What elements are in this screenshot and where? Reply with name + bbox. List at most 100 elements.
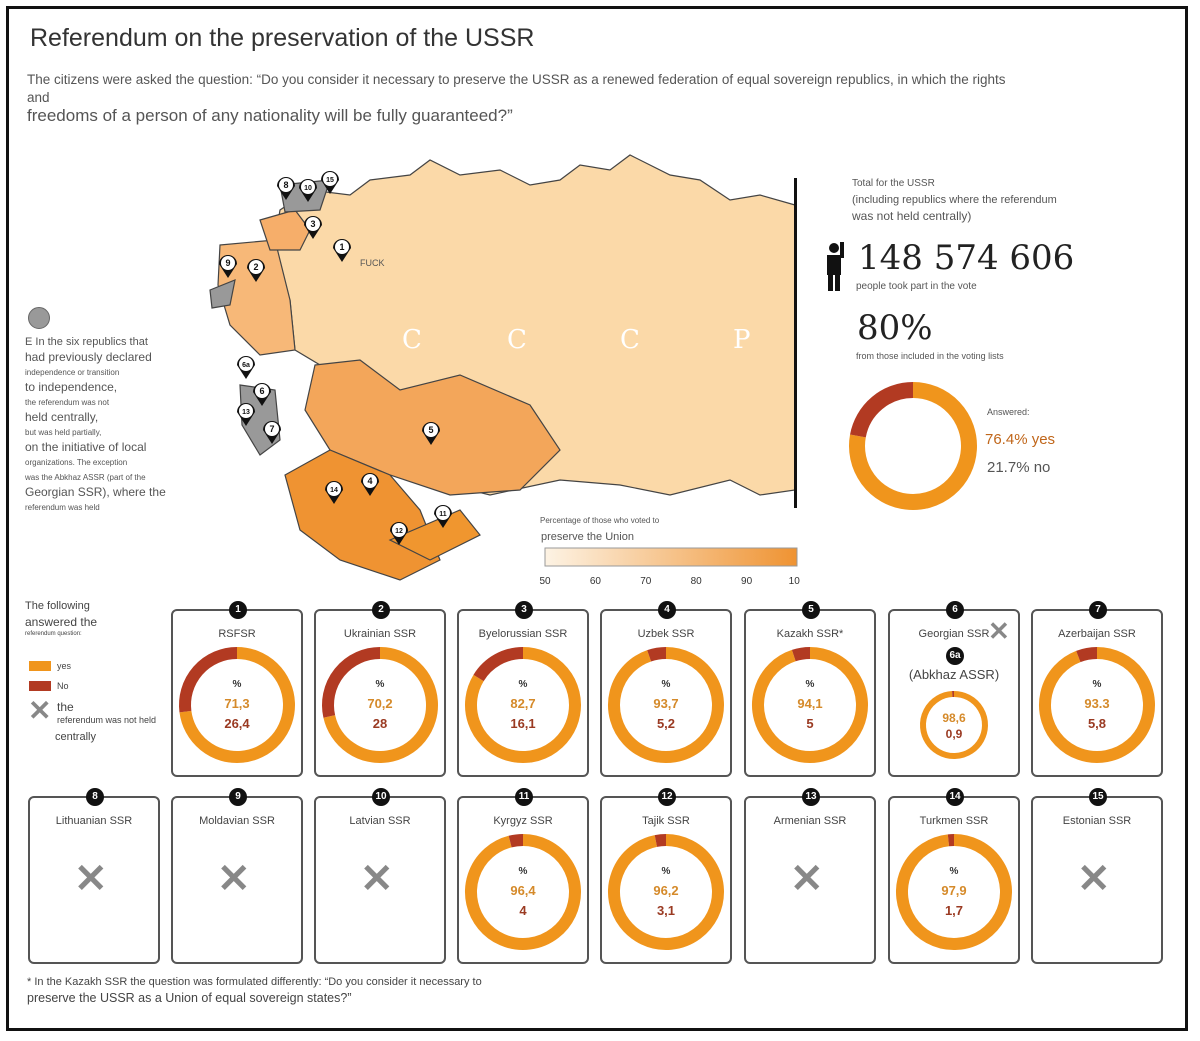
scale-tick-label: 80 — [691, 576, 703, 587]
scale-tick-label: 90 — [741, 576, 753, 587]
republic-donut: % 97,9 1,7 — [896, 834, 1012, 950]
republic-number-badge: 10 — [372, 788, 390, 806]
not-held-x-icon: ✕ — [790, 857, 824, 901]
percent-sign: % — [233, 679, 242, 690]
legend-not-held-1: the — [57, 700, 74, 714]
legend-x-icon: ✕ — [28, 695, 52, 726]
no-value: 5,2 — [657, 716, 675, 731]
total-voters: 148 574 606 — [858, 238, 1075, 278]
percent-sign: % — [806, 679, 815, 690]
yes-value: 96,4 — [510, 883, 536, 898]
subtitle-line-2: freedoms of a person of any nationality … — [27, 106, 513, 125]
republic-number-badge: 8 — [86, 788, 104, 806]
map-marker-label: 2 — [253, 262, 258, 272]
yes-value: 94,1 — [797, 696, 822, 711]
sub-number-badge: 6a — [946, 647, 964, 665]
map-marker-label: 3 — [310, 219, 315, 229]
republic-name: Estonian SSR — [1062, 815, 1132, 827]
cccp-letters: C C C P — [402, 325, 751, 355]
no-value: 5,8 — [1088, 716, 1106, 731]
republic-number-badge: 15 — [1089, 788, 1107, 806]
not-held-x-icon: ✕ — [74, 857, 108, 901]
note-line: had previously declared — [25, 350, 152, 364]
left-note: E In the six republics that had previous… — [25, 335, 185, 515]
no-value: 16,1 — [510, 716, 535, 731]
percent-sign: % — [519, 679, 528, 690]
page-subtitle: The citizens were asked the question: “D… — [27, 71, 1027, 125]
republic-no-arc — [1076, 647, 1098, 663]
republic-name: Azerbaijan SSR — [1058, 628, 1136, 640]
map-marker-label: 11 — [439, 511, 447, 518]
footnote: * In the Kazakh SSR the question was for… — [27, 974, 547, 1006]
note-line: held centrally, — [25, 410, 99, 424]
map-marker-5: 5 — [422, 422, 440, 445]
republic-number-badge: 5 — [802, 601, 820, 619]
republic-card: 10 Latvian SSR ✕ — [314, 788, 446, 964]
republic-no-arc — [179, 647, 238, 713]
yes-value: 70,2 — [367, 696, 392, 711]
republic-donut: % 71,3 26,4 — [179, 647, 295, 763]
republic-name: Latvian SSR — [349, 815, 411, 827]
turnout-label: from those included in the voting lists — [856, 351, 1004, 361]
not-held-x-icon: ✕ — [217, 857, 251, 901]
republic-number-badge: 6 — [946, 601, 964, 619]
republic-card: 4 Uzbek SSR% 93,7 5,2 — [600, 601, 732, 777]
legend-line: referendum question: — [25, 631, 82, 637]
republic-card: 9 Moldavian SSR ✕ — [171, 788, 303, 964]
republic-name: Uzbek SSR — [637, 628, 695, 640]
republic-number-badge: 11 — [515, 788, 533, 806]
map-marker-8: 8 — [277, 177, 295, 200]
yes-value: 98,6 — [942, 711, 966, 725]
republic-yes-arc — [896, 834, 1012, 950]
republic-card: 5 Kazakh SSR*% 94,1 5 — [744, 601, 876, 777]
republic-name: Byelorussian SSR — [478, 628, 568, 640]
map-marker-7: 7 — [263, 421, 281, 444]
republic-card: 8 Lithuanian SSR ✕ — [28, 788, 160, 964]
yes-value: 93,7 — [653, 696, 678, 711]
total-label-1: Total for the USSR — [852, 178, 935, 189]
scale-legend: Percentage of those who voted to preserv… — [539, 516, 800, 587]
map-marker-9: 9 — [219, 255, 237, 278]
legend-no-swatch — [29, 681, 51, 691]
map-marker-11: 11 — [434, 505, 452, 528]
no-value: 4 — [519, 903, 527, 918]
no-value: 28 — [373, 716, 387, 731]
no-value: 3,1 — [657, 903, 675, 918]
republic-no-arc — [791, 647, 811, 662]
note-line: Georgian SSR), where the — [25, 485, 166, 499]
republic-no-arc — [473, 647, 524, 682]
total-voters-label: people took part in the vote — [856, 281, 977, 292]
total-label-3: was not held centrally) — [852, 209, 972, 223]
note-line: E In the six republics that — [25, 336, 148, 348]
not-held-x-icon: ✕ — [988, 616, 1010, 646]
republic-name: Kazakh SSR* — [776, 628, 844, 640]
legend-no-label: No — [57, 681, 69, 691]
percent-sign: % — [950, 866, 959, 877]
no-value: 1,7 — [945, 903, 963, 918]
legend: The following answered the referendum qu… — [25, 598, 175, 638]
legend-yes-label: yes — [57, 661, 72, 671]
map-marker-6a: 6a — [237, 356, 255, 379]
republic-yes-arc — [608, 834, 724, 950]
map-marker-label: 7 — [269, 424, 274, 434]
republic-yes-arc — [179, 647, 295, 763]
republic-number-badge: 2 — [372, 601, 390, 619]
republic-yes-arc — [323, 647, 438, 763]
republic-name: Tajik SSR — [642, 815, 690, 827]
percent-sign: % — [1093, 679, 1102, 690]
scale-tick-label: 70 — [640, 576, 652, 587]
cccp-letter: C — [507, 325, 527, 355]
map-marker-label: 5 — [428, 425, 433, 435]
republic-yes-arc — [920, 691, 988, 759]
map-marker-10: 10 — [299, 179, 317, 202]
map-marker-label: 12 — [395, 528, 403, 535]
republic-yes-arc — [465, 834, 581, 950]
subtitle-line-1: The citizens were asked the question: “D… — [27, 72, 1006, 105]
map-marker-label: 13 — [242, 409, 250, 416]
percent-sign: % — [662, 679, 671, 690]
map-marker-4: 4 — [361, 473, 379, 496]
legend-not-held-2: referendum was not held — [57, 715, 157, 725]
answered-label: Answered: — [987, 407, 1030, 417]
no-value: 0,9 — [946, 727, 963, 741]
